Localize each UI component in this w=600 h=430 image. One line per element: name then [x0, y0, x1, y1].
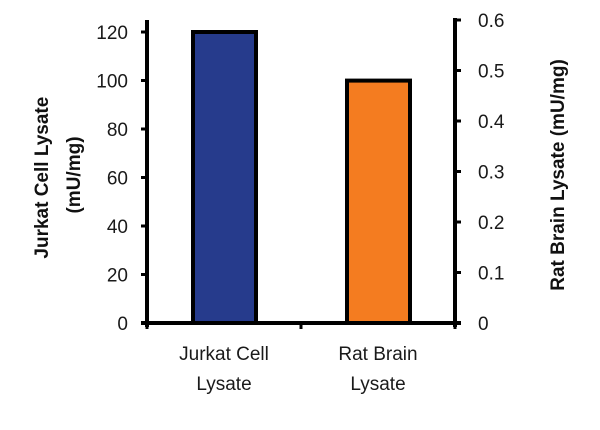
left-tick-label: 20	[107, 266, 128, 287]
axes	[141, 18, 461, 329]
right-y-axis-title: Rat Brain Lysate (mU/mg)	[548, 59, 569, 291]
right-tick-label: 0.2	[478, 213, 504, 234]
right-tick-label: 0.1	[478, 264, 504, 285]
bar-rat-brain-lysate	[345, 78, 412, 325]
category-label: Jurkat Cell Lysate	[179, 344, 269, 395]
category-label: Rat Brain Lysate	[338, 344, 417, 395]
right-tick-label: 0	[478, 314, 489, 335]
bar-jurkat-cell-lysate	[191, 30, 258, 325]
left-tick-label: 40	[107, 217, 128, 238]
left-tick-label: 0	[117, 314, 128, 335]
right-tick-label: 0.3	[478, 163, 504, 184]
left-tick-label: 60	[107, 169, 128, 190]
left-y-axis-title: Jurkat Cell Lysate (mU/mg)	[32, 91, 85, 258]
right-tick-label: 0.4	[478, 112, 505, 133]
right-y-ticks: 0 0.1 0.2 0.3 0.4 0.5 0.6	[455, 11, 505, 335]
category-labels: Jurkat Cell Lysate Rat Brain Lysate	[179, 344, 417, 395]
left-tick-label: 120	[96, 23, 128, 44]
bars	[191, 30, 412, 325]
left-tick-label: 100	[96, 72, 128, 93]
left-tick-label: 80	[107, 120, 128, 141]
right-tick-label: 0.5	[478, 62, 504, 83]
left-y-ticks: 0 20 40 60 80 100 120	[96, 23, 147, 335]
right-tick-label: 0.6	[478, 11, 504, 32]
